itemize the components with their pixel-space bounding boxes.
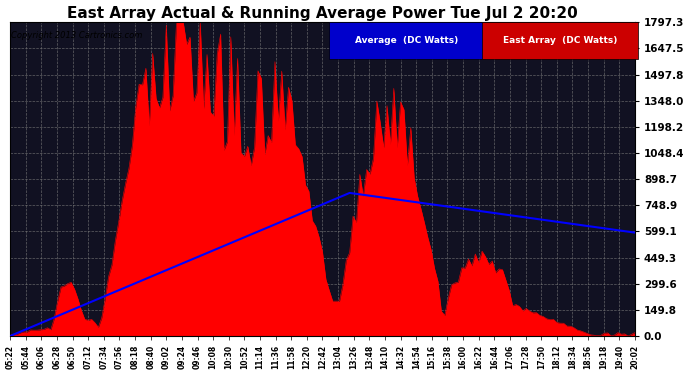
- FancyBboxPatch shape: [482, 22, 638, 60]
- Text: East Array  (DC Watts): East Array (DC Watts): [503, 36, 617, 45]
- Text: Average  (DC Watts): Average (DC Watts): [355, 36, 458, 45]
- FancyBboxPatch shape: [328, 22, 485, 60]
- Text: Copyright 2013 Cartronics.com: Copyright 2013 Cartronics.com: [11, 31, 143, 40]
- Title: East Array Actual & Running Average Power Tue Jul 2 20:20: East Array Actual & Running Average Powe…: [67, 6, 578, 21]
